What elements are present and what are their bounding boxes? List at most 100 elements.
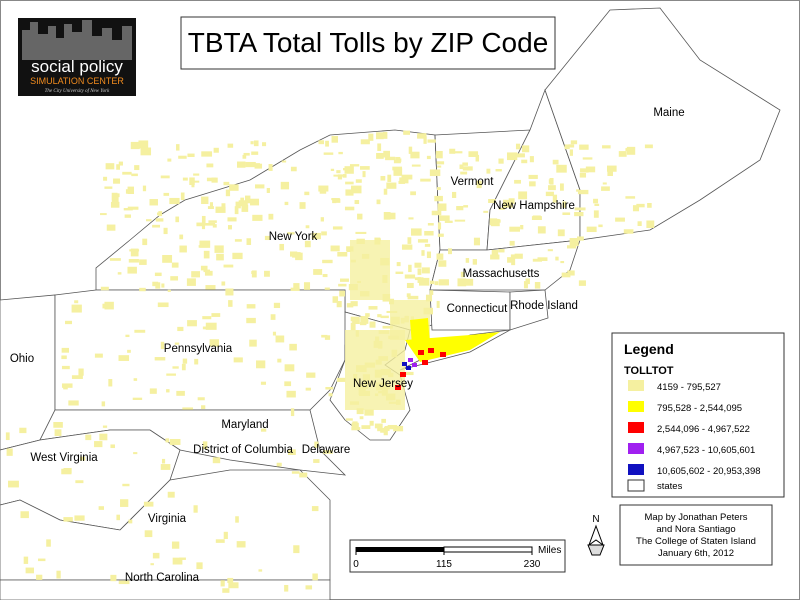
- zip-area: [408, 264, 412, 273]
- zip-area: [233, 357, 243, 363]
- zip-area: [280, 181, 290, 190]
- zip-area: [567, 270, 575, 276]
- credits-box: [619, 504, 773, 566]
- zip-area: [383, 131, 388, 139]
- zip-area: [288, 449, 296, 456]
- zip-area: [495, 169, 502, 172]
- zip-area: [579, 144, 589, 150]
- zip-area: [215, 206, 226, 213]
- zip-area: [426, 155, 431, 160]
- credit-line: January 6th, 2012: [658, 548, 734, 559]
- zip-area: [400, 372, 406, 377]
- title: TBTA Total Tolls by ZIP Code: [188, 27, 549, 58]
- zip-area: [275, 335, 285, 343]
- zip-area: [139, 259, 147, 265]
- zip-area: [518, 191, 528, 200]
- zip-area: [507, 257, 513, 263]
- zip-area: [290, 408, 295, 417]
- zip-area: [225, 288, 234, 296]
- zip-area: [75, 480, 84, 484]
- zip-area: [61, 355, 67, 360]
- legend-swatch: [628, 443, 644, 454]
- zip-area: [410, 151, 420, 159]
- zip-area: [116, 514, 121, 521]
- state-label: Vermont: [451, 176, 495, 188]
- zip-area: [377, 314, 382, 318]
- zip-area: [255, 184, 265, 189]
- zip-area: [241, 204, 249, 212]
- zip-area: [437, 165, 442, 168]
- zip-area: [344, 166, 354, 174]
- zip-area: [133, 452, 138, 455]
- zip-area: [393, 168, 403, 176]
- zip-area: [585, 166, 596, 173]
- zip-area: [423, 136, 427, 144]
- zip-area: [324, 287, 330, 290]
- zip-area: [133, 378, 138, 381]
- zip-area: [436, 253, 444, 260]
- zip-area: [54, 429, 62, 437]
- zip-area: [172, 366, 179, 369]
- zip-area: [437, 222, 442, 230]
- zip-area: [182, 358, 188, 364]
- zip-area: [537, 257, 548, 261]
- title-box: [180, 16, 556, 70]
- zip-area: [53, 422, 63, 428]
- skyline: [22, 20, 132, 60]
- zip-area: [545, 191, 554, 197]
- zip-area: [332, 197, 337, 204]
- zip-area: [311, 506, 319, 512]
- zip-area: [514, 253, 523, 259]
- zip-area: [376, 199, 381, 205]
- zip-area: [305, 387, 311, 391]
- zip-area: [601, 186, 610, 191]
- zip-area: [476, 180, 482, 189]
- zip-area: [516, 153, 525, 158]
- zip-area: [161, 458, 166, 464]
- zip-area: [212, 457, 221, 464]
- zip-area: [321, 231, 327, 236]
- zip-area: [176, 390, 185, 396]
- zip-area: [427, 139, 436, 143]
- zip-area: [607, 171, 613, 176]
- zip-area: [25, 567, 34, 574]
- zip-area: [98, 506, 104, 510]
- zip-area: [201, 405, 206, 410]
- zip-area: [162, 254, 173, 263]
- zip-area: [234, 206, 239, 215]
- zip-area: [344, 206, 355, 211]
- zip-area: [102, 425, 108, 428]
- zip-area: [223, 264, 234, 268]
- zip-area: [146, 219, 152, 222]
- zip-area: [128, 519, 133, 524]
- zip-area: [626, 146, 636, 155]
- zip-area: [514, 179, 522, 184]
- state-label: Pennsylvania: [164, 343, 233, 355]
- zip-area: [200, 265, 208, 271]
- zip-area: [380, 427, 385, 433]
- zip-area: [311, 232, 321, 240]
- zip-area: [322, 450, 333, 454]
- zip-area: [169, 197, 180, 205]
- zip-area: [623, 229, 634, 234]
- zip-area: [293, 283, 300, 289]
- state-label: West Virginia: [30, 452, 98, 464]
- logo-text: The City University of New York: [45, 89, 110, 94]
- zip-area: [420, 178, 431, 182]
- zip-area: [292, 252, 301, 258]
- zip-area: [74, 515, 85, 521]
- zip-area: [284, 381, 292, 387]
- zip-area: [243, 152, 250, 156]
- zip-area: [209, 202, 214, 209]
- zip-area: [85, 434, 92, 441]
- zip-area: [345, 418, 353, 421]
- state-label: North Carolina: [125, 572, 200, 584]
- zip-area: [336, 170, 341, 174]
- zip-area: [206, 163, 214, 168]
- zip-area: [598, 224, 603, 228]
- zip-area: [368, 306, 378, 310]
- zip-area: [439, 215, 450, 221]
- zip-area: [636, 203, 645, 208]
- zip-area: [529, 181, 536, 187]
